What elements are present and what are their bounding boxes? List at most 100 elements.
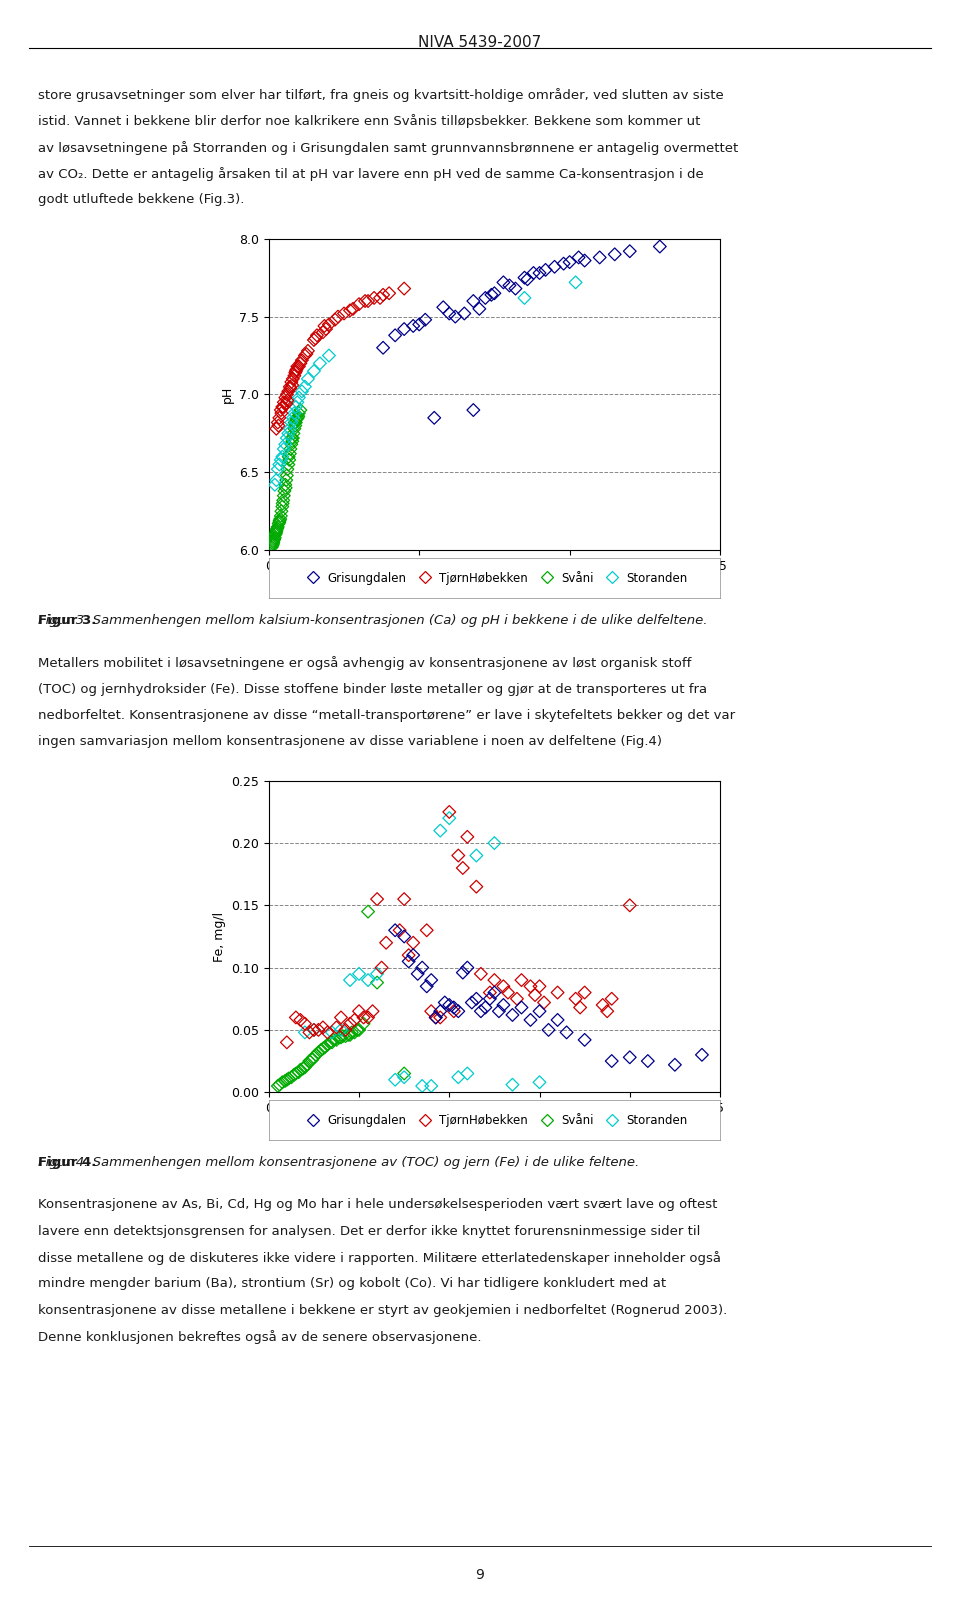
Point [667,1052,683,1078]
Point [526,260,541,286]
Point [344,1019,359,1044]
Point [276,390,292,415]
Point [466,398,481,423]
Text: Konsentrasjonene av As, Bi, Cd, Hg og Mo har i hele undersøkelsesperioden vært s: Konsentrasjonene av As, Bi, Cd, Hg og Mo… [38,1198,718,1211]
Point [281,444,297,470]
Point [274,447,289,473]
Point [328,1027,345,1052]
Point [288,359,303,385]
Point [465,990,480,1016]
Point [290,353,305,378]
Point [286,1062,301,1088]
Point [500,981,516,1006]
Point [436,294,451,319]
Point [433,998,448,1024]
Text: godt utluftede bekkene (Fig.3).: godt utluftede bekkene (Fig.3). [38,193,245,206]
Point [370,886,385,912]
Point [272,406,287,431]
Y-axis label: pH: pH [221,386,233,402]
Point [396,923,412,949]
Point [460,955,475,981]
Point [351,291,367,316]
Point [279,457,295,482]
Point [270,514,285,540]
Point [272,508,287,533]
Point [478,995,493,1020]
Point [423,968,439,993]
Point [356,1005,372,1030]
Point [442,300,457,326]
Point [324,1030,340,1056]
Point [509,985,524,1011]
Point [288,414,303,439]
Point [405,313,420,339]
Point [281,1065,297,1091]
Point [322,343,337,369]
Point [275,490,290,516]
Text: lavere enn detektsjonsgrensen for analysen. Det er derfor ikke knyttet forurensn: lavere enn detektsjonsgrensen for analys… [38,1225,701,1238]
Point [370,961,385,987]
Point [333,1025,348,1051]
Point [442,798,457,824]
Point [320,1019,335,1044]
Point [287,401,302,426]
Point [272,1072,287,1097]
Point [370,969,385,995]
Point [338,1017,353,1043]
Point [367,286,382,311]
Point [264,535,279,561]
Point [298,1011,313,1036]
Point [519,267,535,292]
Point [572,995,588,1020]
Point [652,233,667,259]
Point [282,415,298,441]
Point [360,287,375,313]
Point [396,1065,412,1091]
Point [281,447,297,473]
Point [495,974,511,1000]
Point [622,238,637,264]
Legend: Grisungdalen, TjørnHøbekken, Svåni, Storanden: Grisungdalen, TjørnHøbekken, Svåni, Stor… [298,569,691,588]
Point [405,929,420,955]
Point [640,1048,656,1073]
Point [694,1043,709,1068]
Point [571,244,587,270]
Point [577,981,592,1006]
Point [405,942,420,968]
Point [284,428,300,454]
Point [433,1005,448,1030]
Point [447,303,463,329]
Point [349,1017,365,1043]
Point [460,1060,475,1086]
Point [577,1027,592,1052]
Point [568,985,584,1011]
Point [291,1059,306,1084]
Point [523,1008,539,1033]
Point [269,415,284,441]
Point [484,283,499,308]
Point [274,503,289,529]
Point [442,805,457,830]
Point [306,1044,322,1070]
Point [315,1014,330,1040]
Point [275,1070,290,1096]
Point [275,444,290,470]
Point [538,257,553,283]
Point [423,1073,439,1099]
Point [279,1067,295,1092]
Point [378,929,394,955]
Point [315,1036,330,1062]
Point [514,968,529,993]
Point [330,303,346,329]
X-axis label: TOC, mgC/l: TOC, mgC/l [459,1121,530,1134]
Point [341,1022,356,1048]
Point [437,990,452,1016]
Point [428,1005,444,1030]
Point [532,998,547,1024]
Point [269,517,284,543]
Point [396,316,412,342]
Point [333,1005,348,1030]
Point [282,374,298,399]
Text: store grusavsetninger som elver har tilført, fra gneis og kvartsitt-holdige områ: store grusavsetninger som elver har tilf… [38,88,724,102]
Point [360,899,375,925]
